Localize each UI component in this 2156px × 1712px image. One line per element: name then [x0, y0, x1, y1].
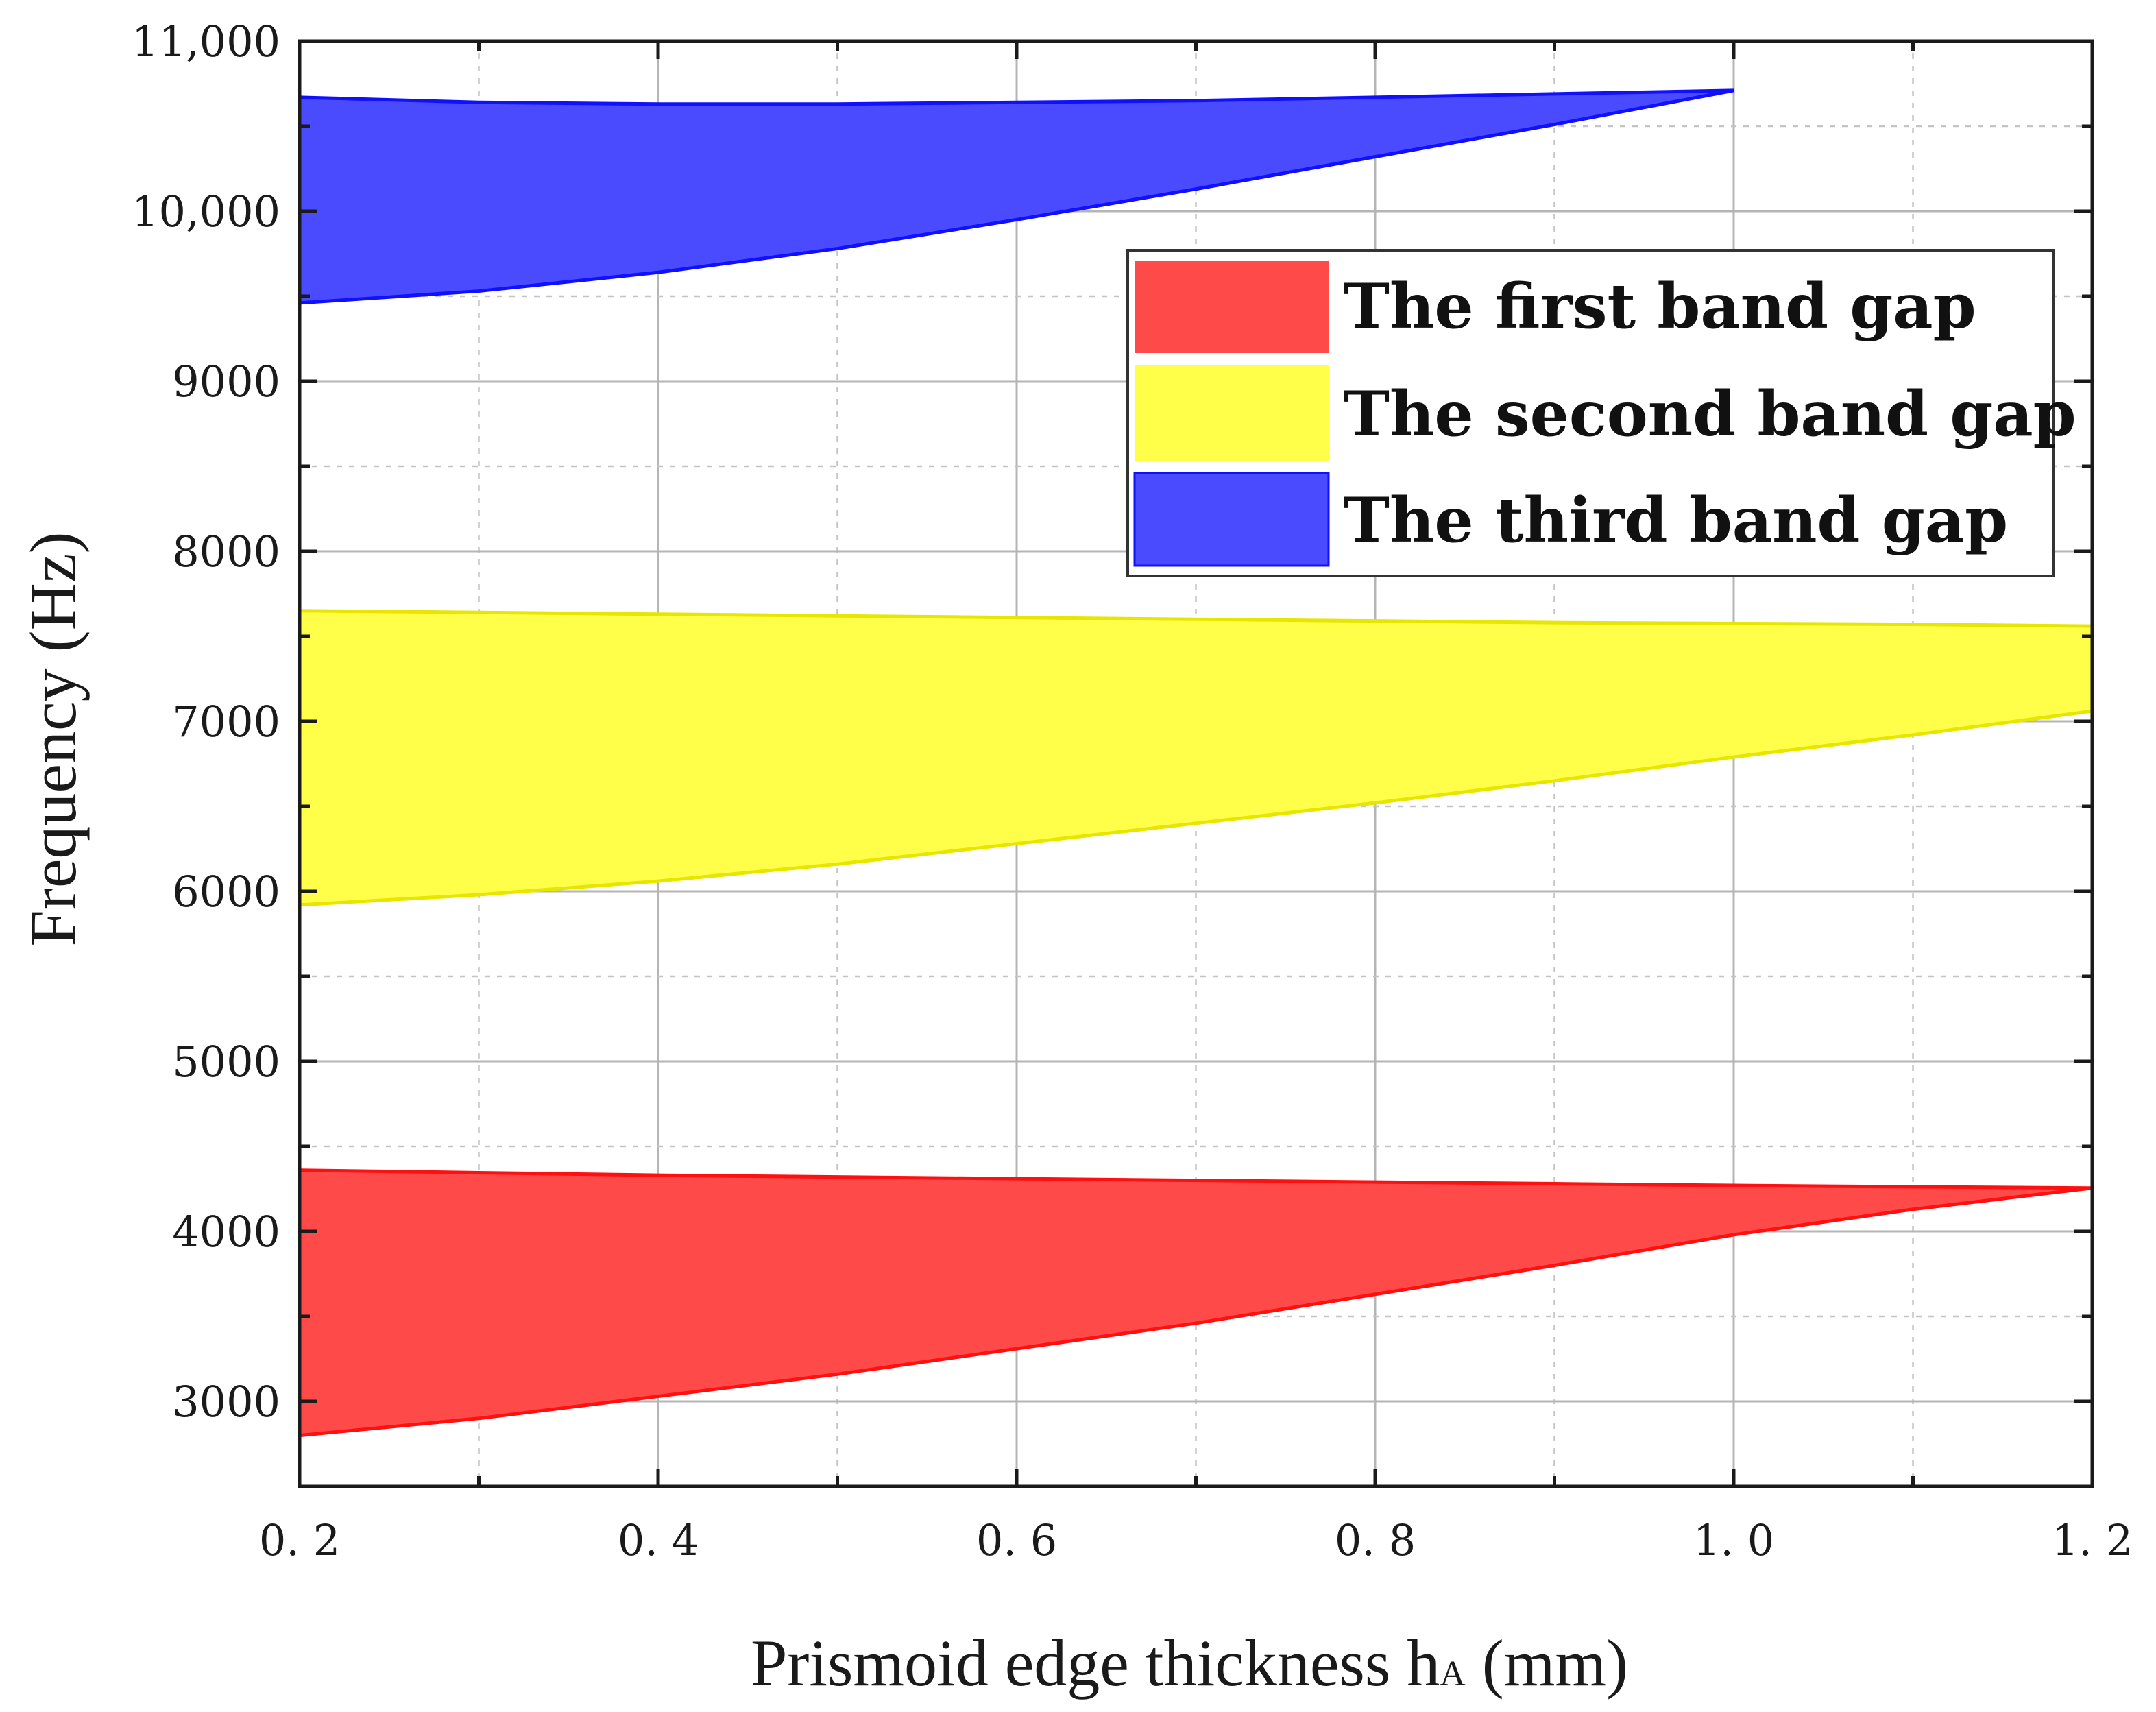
y-tick-label: 5000 — [172, 1037, 280, 1087]
legend-swatch-second — [1135, 365, 1329, 461]
first-band-gap-area — [300, 1170, 2092, 1436]
band-gap-areas — [299, 88, 2093, 1438]
third-band-gap-upper-edge — [299, 88, 1734, 106]
legend-swatch-third — [1133, 472, 1330, 567]
third-band-gap-area — [300, 90, 1734, 303]
y-tick-label: 9000 — [172, 357, 280, 407]
y-tick-label: 11,000 — [132, 16, 280, 67]
y-tick-label: 6000 — [172, 867, 280, 917]
x-axis-title-subscript: A — [1440, 1654, 1466, 1693]
legend-swatch-first — [1135, 261, 1329, 353]
legend-label-first: The first band gap — [1344, 270, 1976, 343]
x-axis-title-unit: (mm) — [1466, 1626, 1628, 1700]
x-tick-label: 1. 2 — [2052, 1515, 2133, 1565]
third-band-gap-lower-edge — [299, 88, 1734, 305]
x-tick-label: 0. 6 — [976, 1515, 1057, 1565]
x-tick-label: 1. 0 — [1693, 1515, 1774, 1565]
legend-label-second: The second band gap — [1344, 378, 2076, 450]
x-tick-label: 0. 8 — [1335, 1515, 1416, 1565]
x-axis-title: Prismoid edge thickness hA (mm) — [751, 1626, 1628, 1700]
second-band-gap-area — [300, 610, 2092, 905]
legend-label-third: The third band gap — [1344, 484, 2008, 557]
y-tick-label: 3000 — [172, 1377, 280, 1427]
x-axis-title-main: Prismoid edge thickness h — [751, 1626, 1440, 1700]
y-tick-label: 7000 — [172, 697, 280, 747]
x-tick-label: 0. 4 — [618, 1515, 699, 1565]
first-band-gap-upper-edge — [299, 1168, 2093, 1190]
second-band-gap-lower-edge — [299, 709, 2093, 907]
y-tick-label: 4000 — [172, 1207, 280, 1257]
y-tick-label: 10,000 — [132, 186, 280, 237]
y-tick-label: 8000 — [172, 527, 280, 577]
first-band-gap-lower-edge — [299, 1186, 2093, 1438]
second-band-gap-upper-edge — [299, 609, 2093, 628]
legend: The first band gap The second band gap T… — [1126, 249, 2076, 577]
axes: 0. 2 0. 4 0. 6 0. 8 1. 0 1. 2 3000 4000 5000 6000… — [132, 16, 2133, 1565]
x-tick-label: 0. 2 — [259, 1515, 340, 1565]
y-axis-title: Frequency (Hz) — [16, 531, 90, 946]
